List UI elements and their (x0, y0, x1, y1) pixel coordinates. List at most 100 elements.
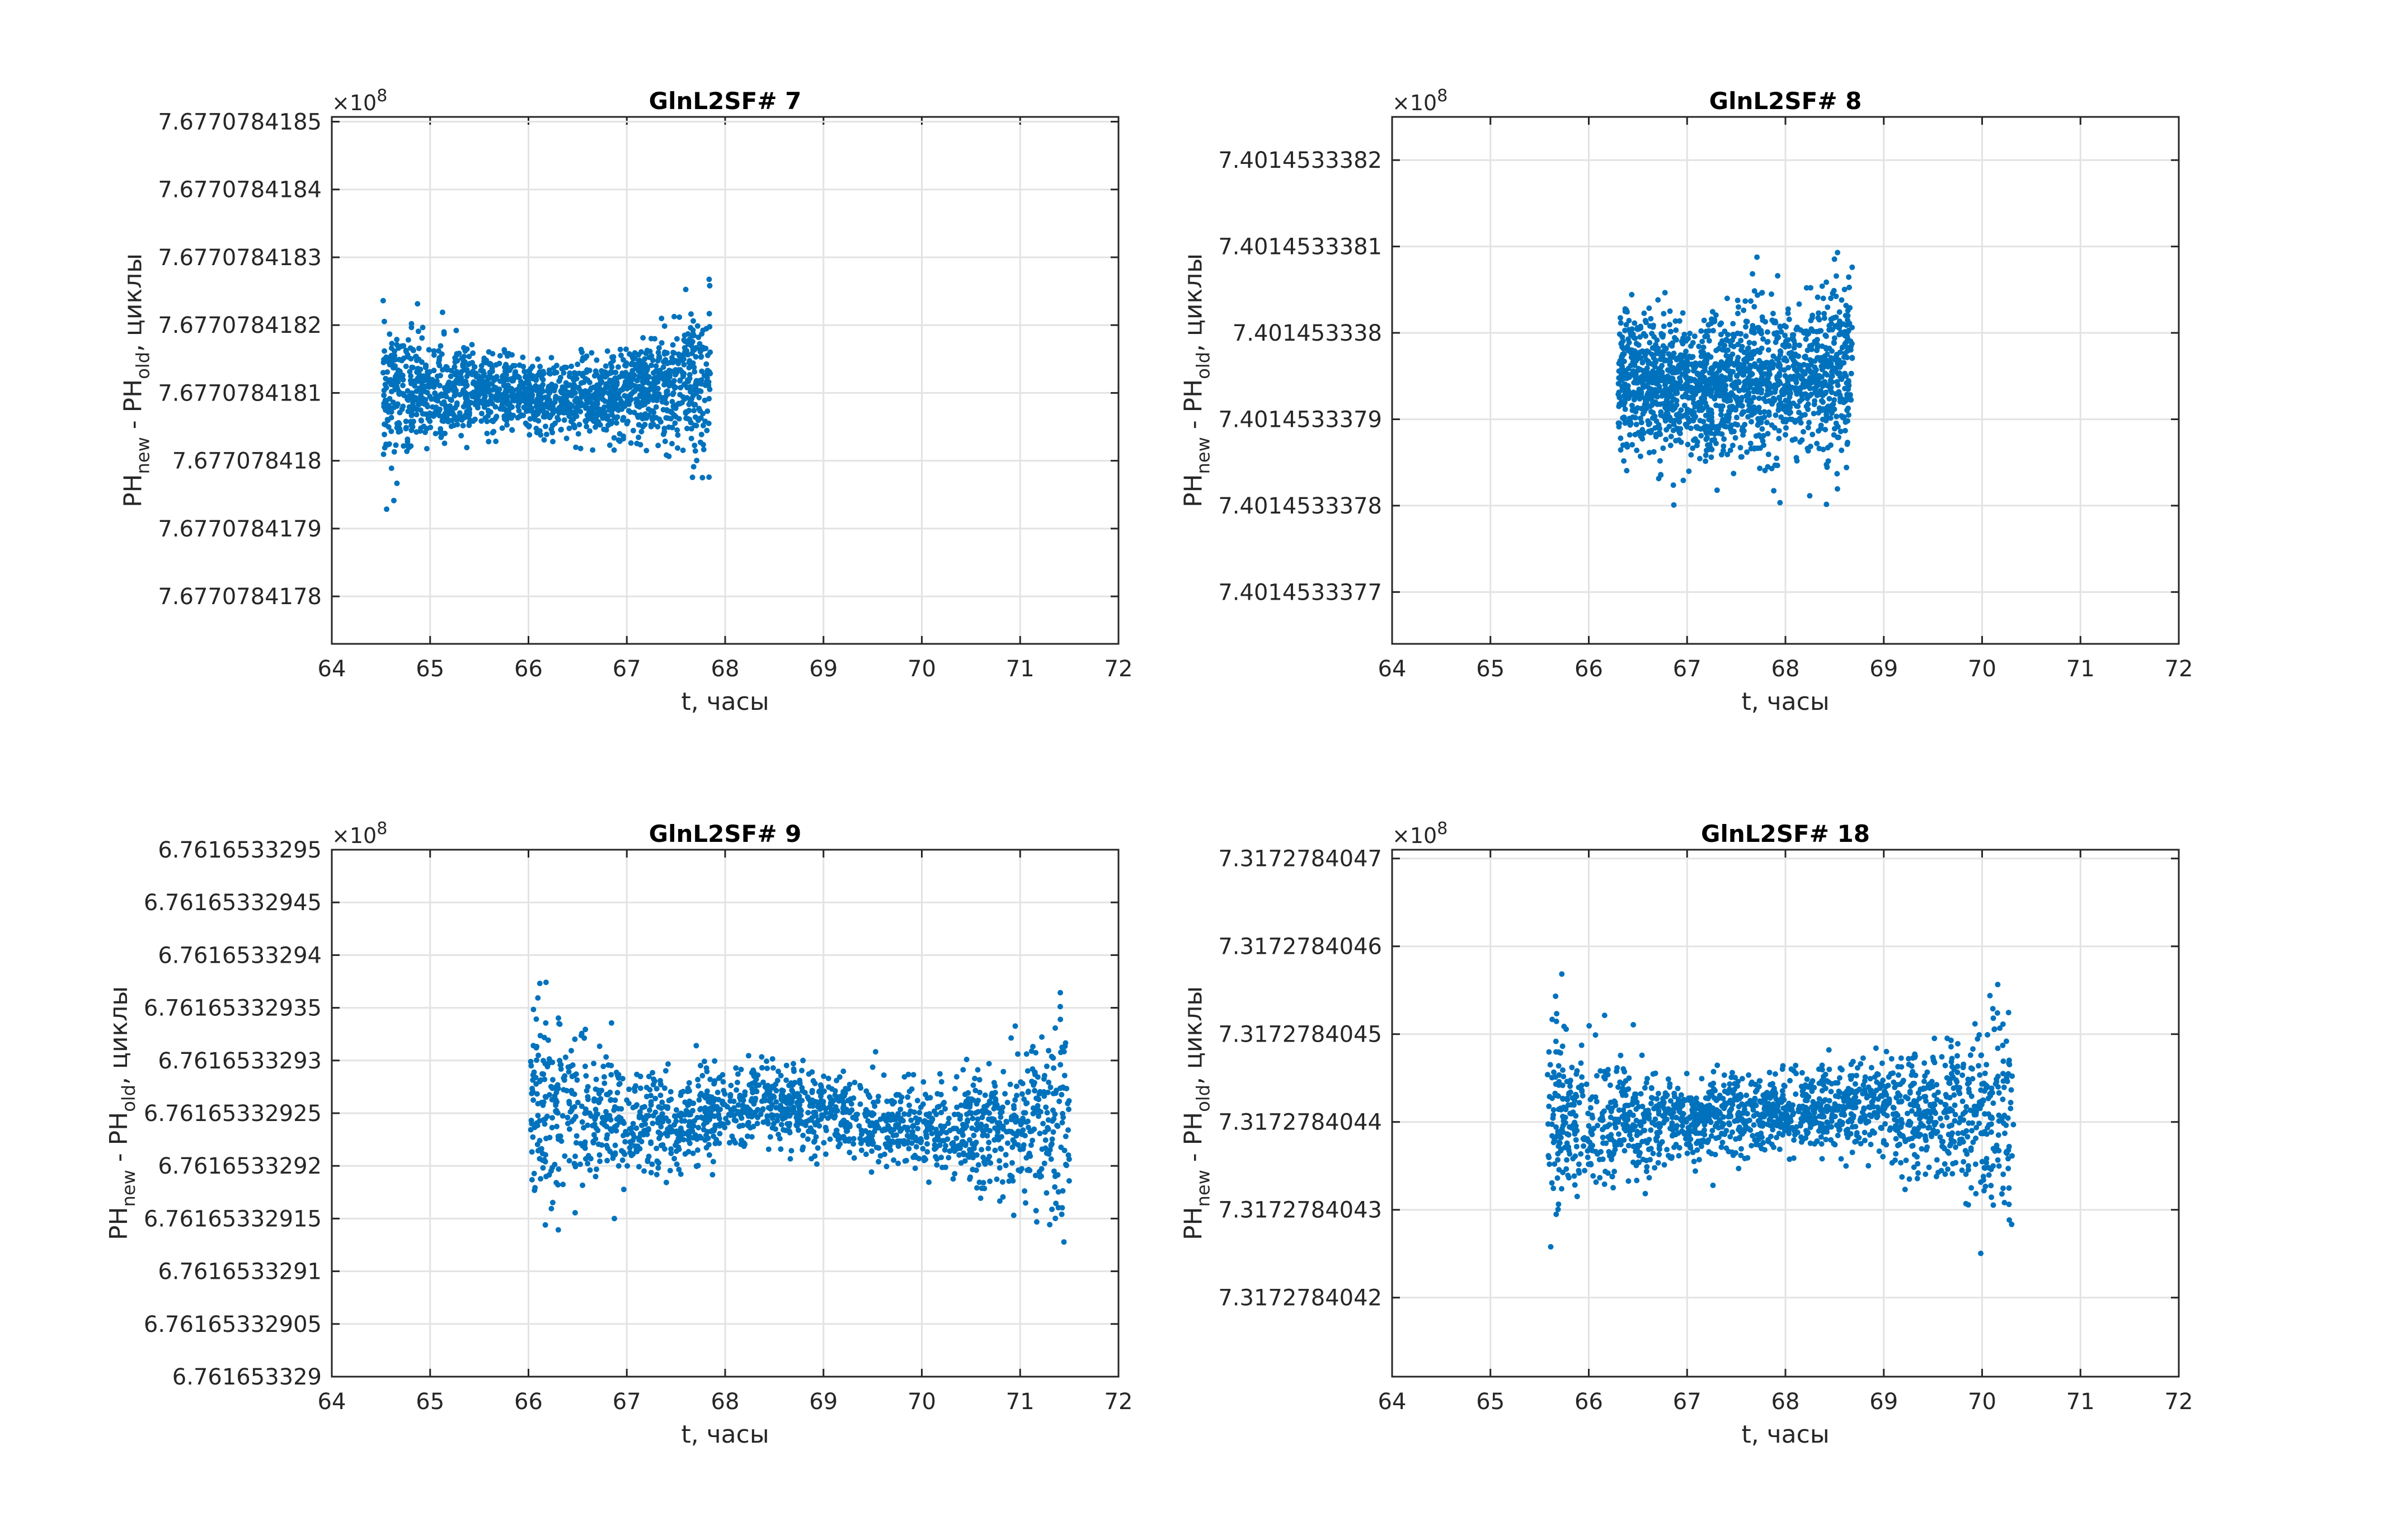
data-point (560, 1181, 566, 1188)
data-point (965, 1117, 971, 1123)
data-point (1769, 397, 1775, 403)
data-point (1698, 399, 1704, 406)
data-point (1845, 313, 1851, 319)
data-point (688, 435, 694, 441)
data-point (704, 352, 711, 359)
data-point (604, 1157, 610, 1164)
data-point (974, 1185, 980, 1191)
data-point (681, 371, 687, 376)
data-point (1033, 1208, 1039, 1214)
data-point (1649, 369, 1656, 375)
data-point (1645, 390, 1651, 395)
data-point (620, 417, 626, 423)
data-point (735, 1071, 741, 1077)
data-point (1823, 501, 1830, 507)
data-point (769, 1056, 776, 1062)
data-point (1831, 426, 1837, 432)
data-point (1724, 337, 1730, 343)
data-point (1820, 416, 1826, 422)
x-tick-label: 72 (1104, 656, 1133, 682)
data-point (538, 1176, 544, 1182)
data-point (1844, 394, 1850, 401)
data-point (706, 310, 712, 317)
data-point (558, 1138, 565, 1144)
data-point (425, 416, 431, 422)
data-point (468, 418, 473, 423)
data-point (1728, 429, 1735, 435)
data-point (478, 368, 484, 374)
data-point (1674, 337, 1679, 343)
data-point (1676, 383, 1682, 389)
data-point (800, 1147, 806, 1153)
data-point (701, 1058, 707, 1065)
data-point (881, 1151, 887, 1157)
data-point (1625, 419, 1631, 425)
data-point (1685, 415, 1691, 421)
data-point (695, 1083, 702, 1089)
data-point (547, 415, 553, 421)
data-point (793, 1114, 800, 1120)
data-point (1807, 375, 1813, 381)
data-point (585, 1096, 591, 1103)
data-point (1019, 1091, 1025, 1097)
data-point (998, 1146, 1004, 1152)
data-point (1052, 1184, 1058, 1190)
data-point (584, 369, 590, 375)
data-point (773, 1105, 779, 1111)
data-point (1047, 1222, 1053, 1228)
data-point (1757, 409, 1763, 416)
data-point (577, 1161, 583, 1167)
data-point (1015, 1142, 1021, 1148)
data-point (438, 429, 444, 435)
data-point (452, 364, 458, 370)
data-point (409, 364, 415, 370)
data-point (468, 391, 474, 397)
data-point (1705, 412, 1711, 418)
data-point (1668, 375, 1674, 382)
data-point (634, 412, 641, 418)
data-point (1787, 404, 1793, 411)
y-tick-label: 6.7616533294 (158, 943, 322, 968)
data-point (1708, 387, 1714, 393)
data-point (667, 359, 673, 365)
data-point (1747, 440, 1754, 446)
data-point (1648, 315, 1654, 322)
data-point (1626, 318, 1632, 324)
data-point (869, 1148, 875, 1154)
data-point (690, 331, 696, 337)
data-point (1047, 1084, 1054, 1090)
data-point (1735, 330, 1741, 336)
data-point (1700, 418, 1707, 425)
data-point (967, 1137, 972, 1143)
data-point (1795, 403, 1801, 409)
data-point (1717, 378, 1723, 384)
data-point (622, 1139, 628, 1145)
data-point (942, 1106, 948, 1112)
data-point (988, 1160, 994, 1166)
data-point (668, 1150, 674, 1156)
data-point (734, 1080, 740, 1086)
data-point (407, 369, 413, 375)
data-point (540, 1165, 546, 1171)
data-point (1706, 417, 1712, 422)
data-point (1834, 486, 1840, 492)
data-point (531, 1170, 537, 1176)
data-point (1833, 293, 1839, 299)
data-point (1725, 332, 1731, 338)
data-point (1059, 1119, 1065, 1125)
data-point (1667, 442, 1674, 449)
data-point (706, 395, 712, 402)
data-point (1724, 451, 1731, 458)
data-point (1774, 455, 1780, 461)
data-point (594, 357, 600, 363)
data-point (509, 404, 515, 410)
data-point (662, 1085, 668, 1091)
data-point (1655, 369, 1660, 375)
data-point (688, 311, 694, 317)
data-point (563, 435, 570, 441)
data-point (1748, 446, 1754, 451)
data-point (698, 1090, 704, 1096)
data-point (404, 448, 410, 454)
data-point (1749, 371, 1755, 377)
data-point (833, 1104, 839, 1110)
